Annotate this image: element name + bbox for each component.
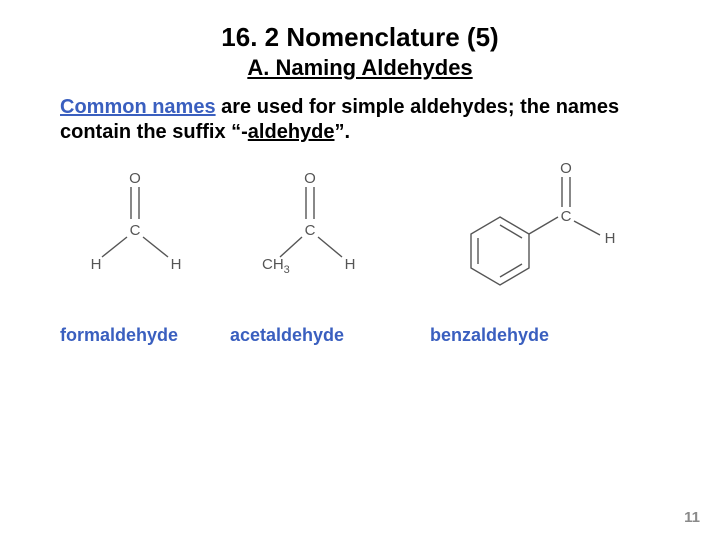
benzaldehyde-svg: C O H <box>430 151 630 321</box>
body-suffix-core: aldehyde <box>248 121 335 143</box>
slide-title: 16. 2 Nomenclature (5) <box>0 0 720 53</box>
bond-ring-c <box>529 217 558 234</box>
formaldehyde-structure: O C H H <box>80 165 200 285</box>
bond-c-h-left <box>102 237 127 257</box>
acetaldehyde-svg: O C CH3 H <box>248 165 378 285</box>
ring-db-2 <box>500 264 522 277</box>
slide-subtitle: A. Naming Aldehydes <box>0 55 720 81</box>
bond-c-h <box>574 221 600 235</box>
slide: 16. 2 Nomenclature (5) A. Naming Aldehyd… <box>0 0 720 540</box>
atom-h: H <box>605 230 616 247</box>
atom-c: C <box>130 222 141 239</box>
atom-h-left: H <box>91 256 102 273</box>
body-quote-close: ”. <box>335 121 351 143</box>
bond-c-ch3 <box>280 237 302 257</box>
atom-c: C <box>305 222 316 239</box>
benzene-ring <box>471 217 529 285</box>
formaldehyde-svg: O C H H <box>80 165 200 285</box>
bond-c-h-right <box>143 237 168 257</box>
benzaldehyde-label: benzaldehyde <box>430 325 549 346</box>
body-text: Common names are used for simple aldehyd… <box>60 95 660 145</box>
atom-h-right: H <box>171 256 182 273</box>
atom-h: H <box>345 256 356 273</box>
page-number: 11 <box>684 509 700 526</box>
body-quote-open: “ <box>231 121 241 143</box>
atom-o: O <box>129 170 141 187</box>
acetaldehyde-label: acetaldehyde <box>230 325 344 346</box>
figures-row: O C H H formaldehyde O C CH3 H <box>0 165 720 395</box>
benzaldehyde-structure: C O H <box>430 151 630 321</box>
body-suffix-dash: - <box>241 121 248 143</box>
body-lead: Common names <box>60 96 216 118</box>
atom-c: C <box>561 208 572 225</box>
atom-o: O <box>304 170 316 187</box>
atom-ch3: CH3 <box>262 256 290 276</box>
acetaldehyde-structure: O C CH3 H <box>248 165 378 285</box>
formaldehyde-label: formaldehyde <box>60 325 178 346</box>
bond-c-h <box>318 237 342 257</box>
atom-o: O <box>560 160 572 177</box>
ring-db-1 <box>500 225 522 238</box>
